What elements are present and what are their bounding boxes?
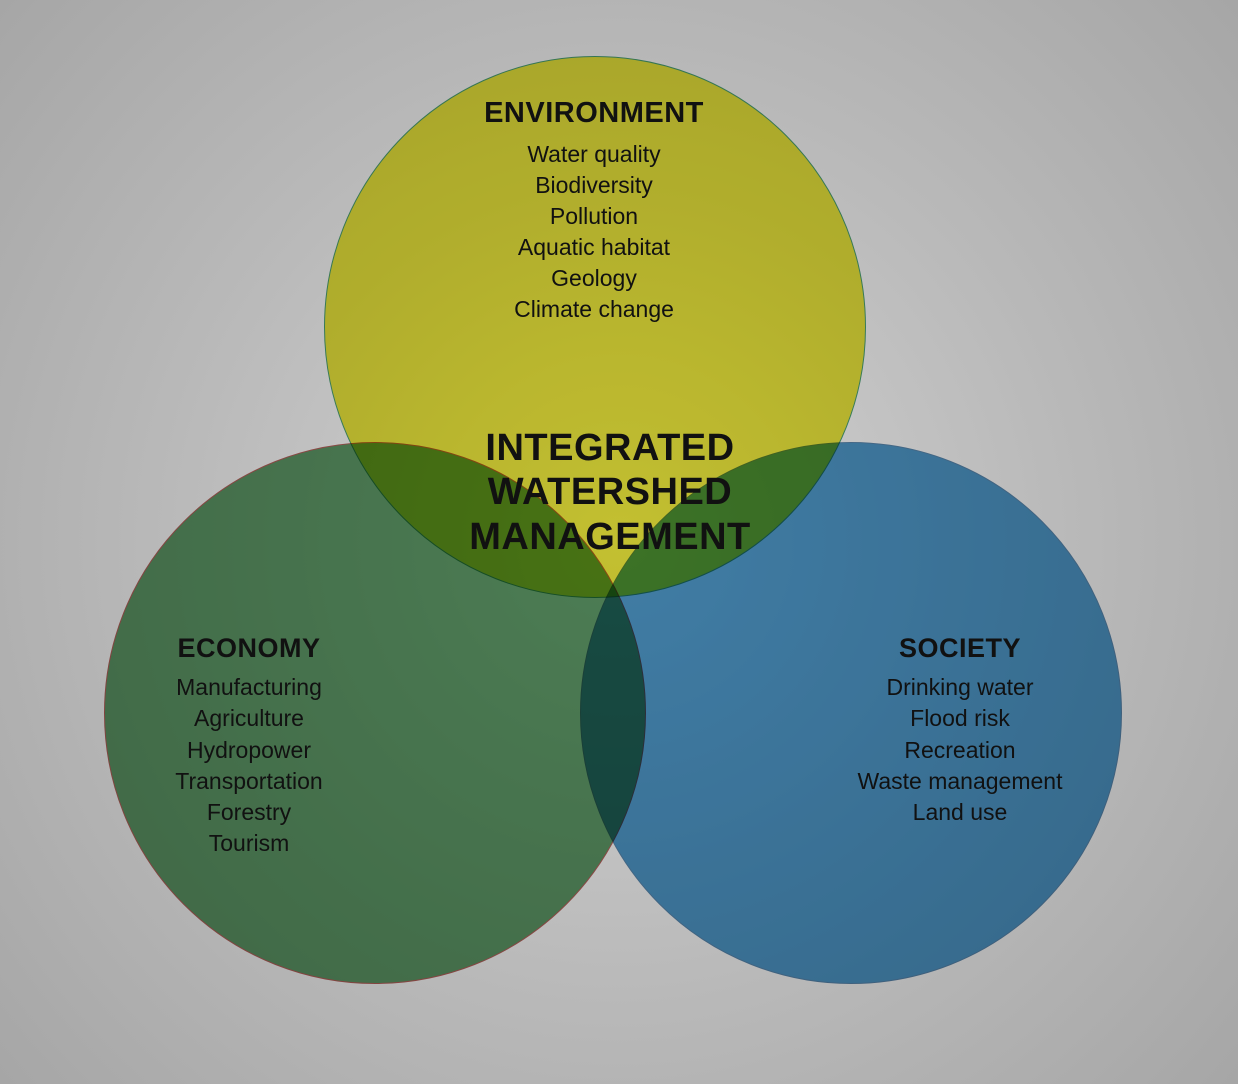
society-item: Waste management [800, 766, 1120, 797]
environment-item: Water quality [414, 139, 774, 170]
society-item: Flood risk [800, 703, 1120, 734]
environment-item: Pollution [414, 201, 774, 232]
society-item: Recreation [800, 735, 1120, 766]
label-environment: ENVIRONMENT Water quality Biodiversity P… [414, 94, 774, 325]
society-item: Land use [800, 797, 1120, 828]
economy-title: ECONOMY [99, 630, 399, 666]
label-society: SOCIETY Drinking water Flood risk Recrea… [800, 630, 1120, 828]
center-label: INTEGRATED WATERSHED MANAGEMENT [390, 426, 830, 560]
economy-item: Forestry [99, 797, 399, 828]
society-title: SOCIETY [800, 630, 1120, 666]
environment-title: ENVIRONMENT [414, 94, 774, 133]
center-line: MANAGEMENT [390, 515, 830, 560]
venn-diagram: ENVIRONMENT Water quality Biodiversity P… [0, 0, 1238, 1084]
label-economy: ECONOMY Manufacturing Agriculture Hydrop… [99, 630, 399, 859]
economy-item: Hydropower [99, 735, 399, 766]
environment-item: Climate change [414, 294, 774, 325]
society-item: Drinking water [800, 672, 1120, 703]
center-line: INTEGRATED [390, 426, 830, 471]
economy-item: Tourism [99, 828, 399, 859]
economy-item: Agriculture [99, 703, 399, 734]
environment-item: Biodiversity [414, 170, 774, 201]
center-line: WATERSHED [390, 470, 830, 515]
environment-item: Aquatic habitat [414, 232, 774, 263]
economy-item: Transportation [99, 766, 399, 797]
environment-item: Geology [414, 263, 774, 294]
economy-item: Manufacturing [99, 672, 399, 703]
